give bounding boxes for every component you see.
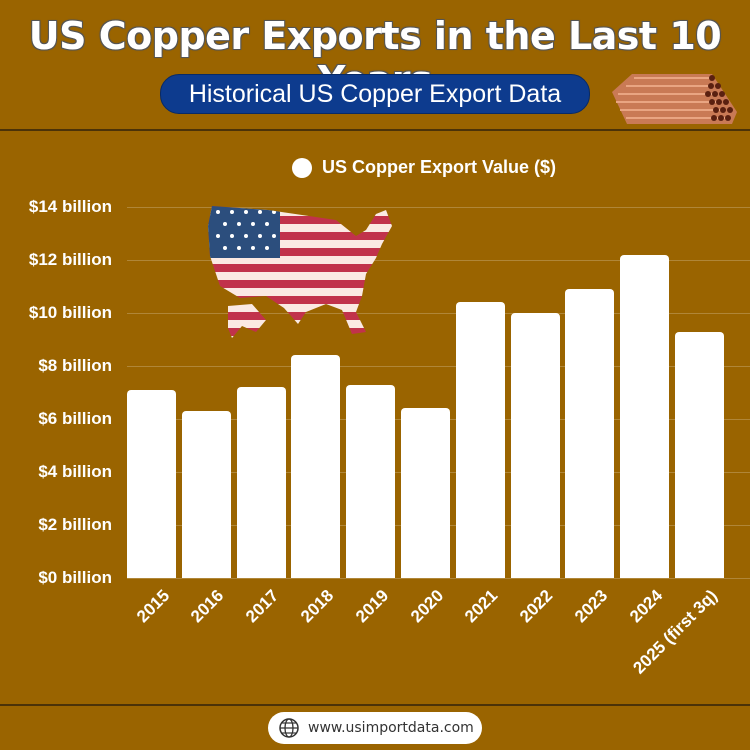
copper-pipes-icon — [612, 74, 737, 124]
x-axis-tick-label: 2016 — [187, 586, 228, 627]
x-axis-tick-label: 2024 — [625, 586, 667, 627]
y-axis-tick-label: $4 billion — [38, 462, 112, 481]
website-url: www.usimportdata.com — [308, 720, 474, 736]
y-axis-tick-label: $6 billion — [38, 409, 112, 428]
x-axis-tick-label: 2019 — [351, 586, 393, 627]
bar-2016[interactable] — [181, 411, 231, 578]
legend-marker-icon — [292, 157, 312, 178]
x-axis-tick-label: 2022 — [516, 586, 557, 627]
bar-2021[interactable] — [455, 302, 505, 578]
y-axis-tick-label: $8 billion — [38, 356, 112, 375]
gridline — [127, 207, 750, 208]
us-flag-map-icon — [208, 206, 392, 338]
gridline — [127, 313, 750, 314]
bar-2018[interactable] — [291, 355, 341, 578]
header-divider — [0, 129, 750, 131]
x-axis-tick-label: 2023 — [571, 586, 612, 627]
x-axis-tick-label: 2020 — [406, 586, 447, 627]
x-axis-tick-label: 2018 — [297, 586, 338, 627]
bar-2015[interactable] — [127, 389, 176, 578]
legend-label: US Copper Export Value ($) — [322, 157, 557, 177]
chart-legend: US Copper Export Value ($) — [292, 157, 556, 178]
y-axis-tick-label: $0 billion — [38, 568, 112, 587]
gridline — [127, 366, 750, 367]
globe-icon — [279, 718, 299, 738]
gridline — [127, 260, 750, 261]
y-axis-tick-label: $2 billion — [38, 515, 112, 534]
bar-2022[interactable] — [510, 313, 560, 578]
subtitle-pill: Historical US Copper Export Data — [160, 74, 590, 114]
y-axis-tick-label: $14 billion — [28, 197, 112, 216]
y-axis-tick-label: $12 billion — [28, 250, 112, 269]
footer-divider — [0, 704, 750, 706]
x-axis-tick-label: 2021 — [461, 586, 502, 627]
x-axis-tick-label: 2017 — [242, 586, 283, 627]
y-axis-tick-label: $10 billion — [28, 303, 112, 322]
bar-2023[interactable] — [565, 289, 615, 578]
x-axis-tick-label: 2015 — [132, 586, 173, 627]
bar-2019[interactable] — [346, 384, 396, 578]
bar-2020[interactable] — [401, 408, 450, 578]
bar-2025[interactable] — [675, 331, 724, 578]
bar-2017[interactable] — [236, 387, 286, 578]
bar-2024[interactable] — [620, 254, 670, 578]
website-link[interactable]: www.usimportdata.com — [268, 712, 482, 744]
gridline — [127, 578, 750, 579]
